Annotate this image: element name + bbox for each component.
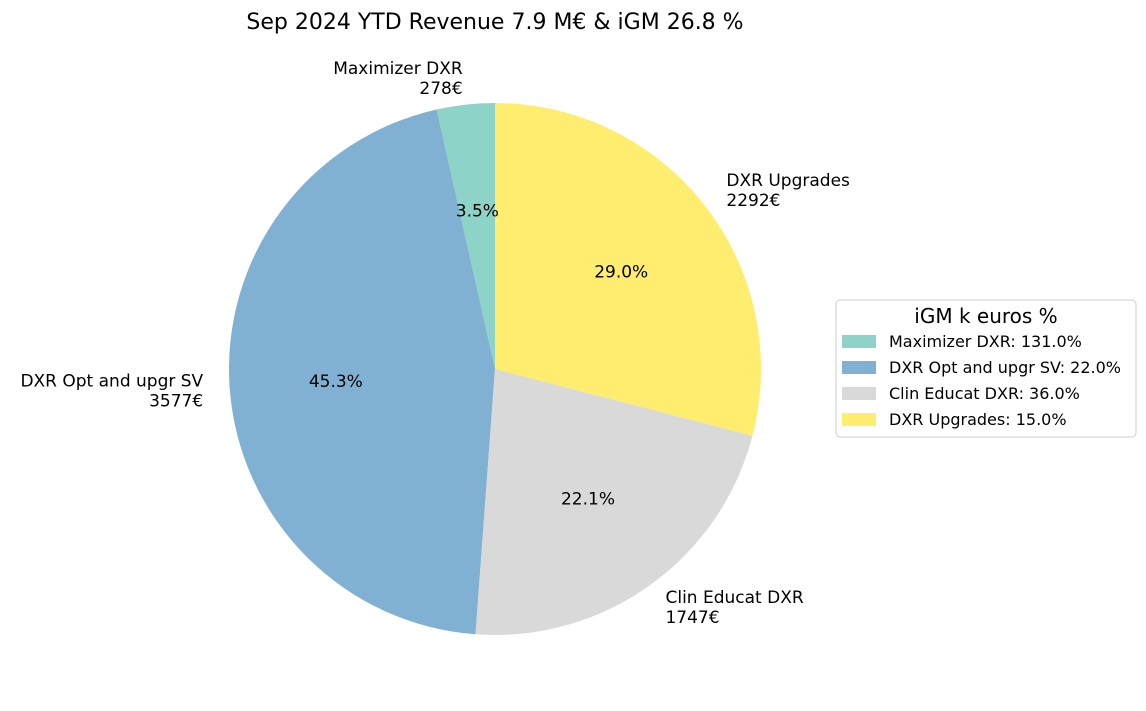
legend: iGM k euros % Maximizer DXR: 131.0% DXR O… xyxy=(835,299,1137,438)
pie-slice-dxr-upgrades xyxy=(495,103,761,436)
legend-title: iGM k euros % xyxy=(914,304,1057,328)
legend-swatch-clin-educat-dxr xyxy=(842,387,876,400)
pie-slice-clin-educat-dxr xyxy=(475,369,753,636)
slice-pct-clin-educat-dxr: 22.1% xyxy=(561,490,615,510)
legend-frame xyxy=(835,299,1137,438)
slice-value: 278€ xyxy=(419,79,462,99)
pie-labels: Maximizer DXR 278€ 3.5% DXR Opt and upgr SV… xyxy=(20,59,850,628)
legend-swatch-dxr-upgrades xyxy=(842,413,876,426)
pie-slices xyxy=(228,103,761,636)
chart-title: Sep 2024 YTD Revenue 7.9 M€ & iGM 26.8 % xyxy=(246,10,743,35)
slice-pct-dxr-opt-and-upgr-sv: 45.3% xyxy=(309,372,363,392)
legend-entry-maximizer-dxr: Maximizer DXR: 131.0% xyxy=(889,332,1082,351)
legend-entry-dxr-opt-and-upgr-sv: DXR Opt and upgr SV: 22.0% xyxy=(889,358,1121,377)
slice-label-dxr-opt-and-upgr-sv: DXR Opt and upgr SV 3577€ xyxy=(20,372,203,412)
slice-pct-maximizer-dxr: 3.5% xyxy=(456,201,499,221)
slice-name: Clin Educat DXR xyxy=(665,588,803,608)
legend-items: Maximizer DXR: 131.0% DXR Opt and upgr SV… xyxy=(842,332,1121,429)
slice-value: 2292€ xyxy=(726,191,780,211)
slice-label-dxr-upgrades: DXR Upgrades 2292€ xyxy=(726,171,850,211)
legend-swatch-dxr-opt-and-upgr-sv xyxy=(842,361,876,374)
slice-label-clin-educat-dxr: Clin Educat DXR 1747€ xyxy=(665,588,803,628)
pie-slice-maximizer-dxr xyxy=(436,103,495,369)
legend-entry-dxr-upgrades: DXR Upgrades: 15.0% xyxy=(889,410,1067,429)
slice-value: 3577€ xyxy=(149,392,203,412)
slice-name: DXR Opt and upgr SV xyxy=(20,372,203,392)
pie-slice-dxr-opt-and-upgr-sv xyxy=(228,109,495,635)
slice-pct-dxr-upgrades: 29.0% xyxy=(594,262,648,282)
slice-value: 1747€ xyxy=(665,608,719,628)
legend-entry-clin-educat-dxr: Clin Educat DXR: 36.0% xyxy=(889,384,1080,403)
slice-name: Maximizer DXR xyxy=(333,59,463,79)
slice-name: DXR Upgrades xyxy=(726,171,850,191)
legend-swatch-maximizer-dxr xyxy=(842,335,876,348)
slice-label-maximizer-dxr: Maximizer DXR 278€ xyxy=(333,59,463,99)
